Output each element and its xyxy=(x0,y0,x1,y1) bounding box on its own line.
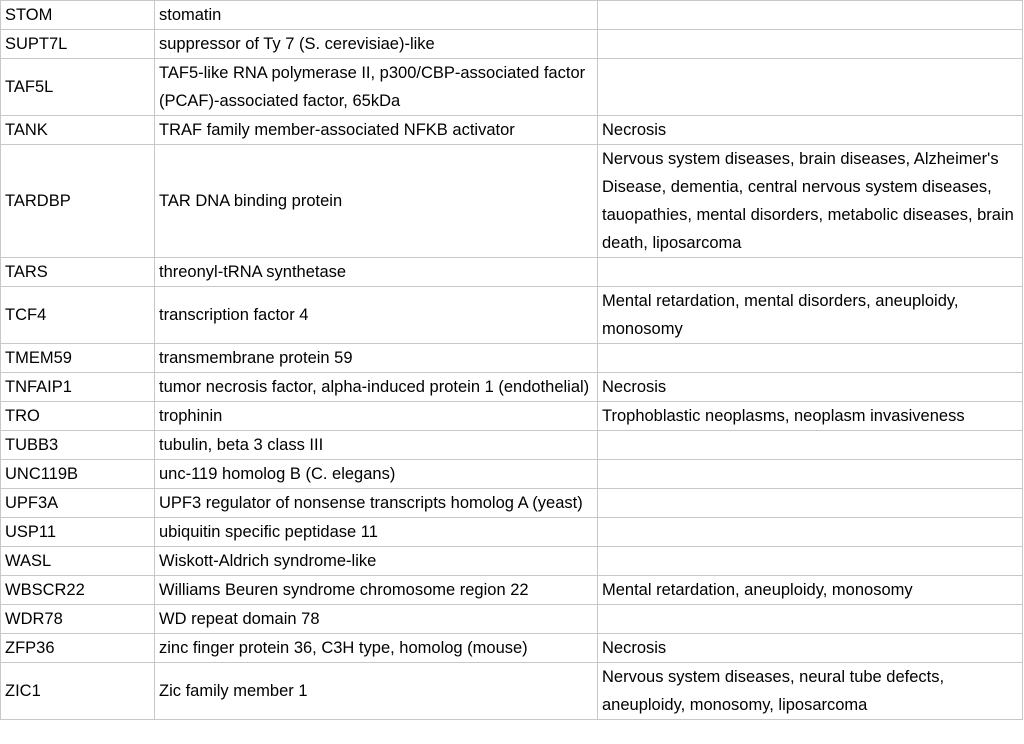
gene-description-cell: Williams Beuren syndrome chromosome regi… xyxy=(154,575,598,605)
table-row: WBSCR22 Williams Beuren syndrome chromos… xyxy=(0,575,1023,605)
table-row: ZIC1 Zic family member 1 Nervous system … xyxy=(0,662,1023,720)
table-row: TRO trophinin Trophoblastic neoplasms, n… xyxy=(0,401,1023,431)
table-row: WDR78 WD repeat domain 78 xyxy=(0,604,1023,634)
gene-symbol-cell: UNC119B xyxy=(0,459,155,489)
gene-symbol-cell: USP11 xyxy=(0,517,155,547)
table-row: STOM stomatin xyxy=(0,0,1023,30)
gene-description-cell: unc-119 homolog B (C. elegans) xyxy=(154,459,598,489)
table-row: UPF3A UPF3 regulator of nonsense transcr… xyxy=(0,488,1023,518)
associated-diseases-cell: Nervous system diseases, brain diseases,… xyxy=(597,144,1023,258)
gene-description-cell: transmembrane protein 59 xyxy=(154,343,598,373)
gene-description-cell: WD repeat domain 78 xyxy=(154,604,598,634)
associated-diseases-cell xyxy=(597,546,1023,576)
gene-description-cell: tumor necrosis factor, alpha-induced pro… xyxy=(154,372,598,402)
gene-description-cell: tubulin, beta 3 class III xyxy=(154,430,598,460)
gene-symbol-cell: TARDBP xyxy=(0,144,155,258)
gene-symbol-cell: TCF4 xyxy=(0,286,155,344)
gene-symbol-cell: TRO xyxy=(0,401,155,431)
gene-description-cell: TRAF family member-associated NFKB activ… xyxy=(154,115,598,145)
table-row: WASL Wiskott-Aldrich syndrome-like xyxy=(0,546,1023,576)
gene-symbol-cell: SUPT7L xyxy=(0,29,155,59)
gene-symbol-cell: WBSCR22 xyxy=(0,575,155,605)
gene-symbol-cell: WASL xyxy=(0,546,155,576)
associated-diseases-cell: Trophoblastic neoplasms, neoplasm invasi… xyxy=(597,401,1023,431)
table-row: TNFAIP1 tumor necrosis factor, alpha-ind… xyxy=(0,372,1023,402)
gene-description-cell: trophinin xyxy=(154,401,598,431)
table-row: SUPT7L suppressor of Ty 7 (S. cerevisiae… xyxy=(0,29,1023,59)
associated-diseases-cell xyxy=(597,257,1023,287)
associated-diseases-cell xyxy=(597,0,1023,30)
gene-symbol-cell: STOM xyxy=(0,0,155,30)
associated-diseases-cell xyxy=(597,58,1023,116)
associated-diseases-cell xyxy=(597,488,1023,518)
table-row: TAF5L TAF5-like RNA polymerase II, p300/… xyxy=(0,58,1023,116)
gene-symbol-cell: UPF3A xyxy=(0,488,155,518)
table-row: TARDBP TAR DNA binding protein Nervous s… xyxy=(0,144,1023,258)
gene-symbol-cell: TANK xyxy=(0,115,155,145)
gene-symbol-cell: ZFP36 xyxy=(0,633,155,663)
gene-description-cell: zinc finger protein 36, C3H type, homolo… xyxy=(154,633,598,663)
gene-description-cell: threonyl-tRNA synthetase xyxy=(154,257,598,287)
gene-description-cell: Wiskott-Aldrich syndrome-like xyxy=(154,546,598,576)
gene-description-cell: suppressor of Ty 7 (S. cerevisiae)-like xyxy=(154,29,598,59)
gene-description-cell: ubiquitin specific peptidase 11 xyxy=(154,517,598,547)
gene-description-cell: TAR DNA binding protein xyxy=(154,144,598,258)
gene-description-cell: TAF5-like RNA polymerase II, p300/CBP-as… xyxy=(154,58,598,116)
gene-description-cell: transcription factor 4 xyxy=(154,286,598,344)
associated-diseases-cell xyxy=(597,459,1023,489)
gene-symbol-cell: TMEM59 xyxy=(0,343,155,373)
table-row: TANK TRAF family member-associated NFKB … xyxy=(0,115,1023,145)
gene-symbol-cell: ZIC1 xyxy=(0,662,155,720)
gene-description-cell: UPF3 regulator of nonsense transcripts h… xyxy=(154,488,598,518)
gene-symbol-cell: TAF5L xyxy=(0,58,155,116)
associated-diseases-cell: Necrosis xyxy=(597,633,1023,663)
associated-diseases-cell: Mental retardation, mental disorders, an… xyxy=(597,286,1023,344)
associated-diseases-cell xyxy=(597,517,1023,547)
associated-diseases-cell: Mental retardation, aneuploidy, monosomy xyxy=(597,575,1023,605)
table-row: TCF4 transcription factor 4 Mental retar… xyxy=(0,286,1023,344)
gene-disease-table: STOM stomatin SUPT7L suppressor of Ty 7 … xyxy=(0,0,1023,720)
gene-symbol-cell: WDR78 xyxy=(0,604,155,634)
table-row: USP11 ubiquitin specific peptidase 11 xyxy=(0,517,1023,547)
table-row: TMEM59 transmembrane protein 59 xyxy=(0,343,1023,373)
gene-description-cell: stomatin xyxy=(154,0,598,30)
associated-diseases-cell: Necrosis xyxy=(597,115,1023,145)
gene-description-cell: Zic family member 1 xyxy=(154,662,598,720)
associated-diseases-cell xyxy=(597,604,1023,634)
table-row: TARS threonyl-tRNA synthetase xyxy=(0,257,1023,287)
associated-diseases-cell: Necrosis xyxy=(597,372,1023,402)
table-body: STOM stomatin SUPT7L suppressor of Ty 7 … xyxy=(0,0,1023,720)
gene-symbol-cell: TARS xyxy=(0,257,155,287)
gene-symbol-cell: TNFAIP1 xyxy=(0,372,155,402)
table-row: ZFP36 zinc finger protein 36, C3H type, … xyxy=(0,633,1023,663)
gene-symbol-cell: TUBB3 xyxy=(0,430,155,460)
associated-diseases-cell xyxy=(597,343,1023,373)
associated-diseases-cell: Nervous system diseases, neural tube def… xyxy=(597,662,1023,720)
associated-diseases-cell xyxy=(597,430,1023,460)
associated-diseases-cell xyxy=(597,29,1023,59)
table-row: UNC119B unc-119 homolog B (C. elegans) xyxy=(0,459,1023,489)
table-row: TUBB3 tubulin, beta 3 class III xyxy=(0,430,1023,460)
